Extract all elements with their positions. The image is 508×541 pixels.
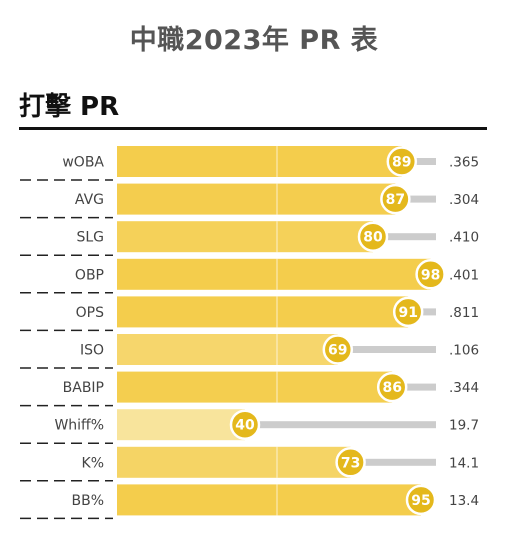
- pr-value-label: 98: [421, 267, 440, 283]
- track-bar: [395, 195, 436, 203]
- pr-marker: [357, 221, 389, 252]
- pr-bar: [117, 446, 351, 478]
- track-bar: [245, 421, 436, 429]
- category-label: OBP: [75, 267, 104, 283]
- pr-bar: [117, 258, 431, 290]
- page-title: 中職2023年 PR 表: [129, 25, 379, 56]
- pr-value-label: 73: [341, 455, 360, 471]
- pr-value-label: 91: [398, 305, 417, 321]
- section-divider: [19, 127, 487, 130]
- pr-bar: [117, 221, 373, 253]
- category-label: BB%: [71, 493, 104, 509]
- track-bar: [337, 346, 436, 353]
- pr-marker: [322, 334, 354, 365]
- category-label: wOBA: [62, 155, 104, 171]
- pr-value-label: 80: [363, 230, 383, 246]
- stat-value-label: .106: [449, 343, 479, 359]
- stat-value-label: .344: [449, 380, 479, 396]
- stat-value-label: .410: [449, 230, 479, 246]
- category-label: ISO: [80, 343, 104, 359]
- pr-value-label: 69: [328, 343, 347, 359]
- pr-bar: [117, 371, 393, 403]
- stat-value-label: .365: [449, 155, 479, 171]
- pr-bar: [117, 484, 421, 516]
- pr-marker: [380, 183, 411, 215]
- category-label: Whiff%: [54, 418, 104, 434]
- pr-bar: [117, 334, 338, 365]
- pr-marker: [229, 409, 261, 440]
- track-bar: [373, 233, 436, 241]
- pr-marker: [405, 484, 437, 516]
- pr-value-label: 40: [235, 418, 255, 434]
- stat-value-label: 19.7: [449, 418, 479, 434]
- pr-bar: [117, 183, 396, 215]
- pr-bar: [117, 409, 245, 441]
- category-label: K%: [82, 455, 104, 471]
- stat-value-label: 14.1: [449, 455, 479, 471]
- section-title: 打擊 PR: [19, 92, 120, 122]
- pr-bar: [117, 146, 402, 177]
- track-bar: [392, 383, 436, 391]
- track-bar: [350, 458, 436, 466]
- pr-value-label: 86: [382, 380, 401, 396]
- pr-marker: [335, 447, 366, 478]
- pr-value-label: 89: [392, 155, 411, 171]
- category-label: BABIP: [63, 380, 104, 396]
- pr-value-label: 95: [411, 493, 430, 509]
- pr-marker: [386, 146, 418, 177]
- category-label: AVG: [75, 192, 104, 208]
- pr-bar: [117, 296, 409, 328]
- stat-value-label: .811: [449, 305, 479, 321]
- stat-value-label: 13.4: [449, 493, 479, 509]
- stat-value-label: .304: [449, 192, 479, 208]
- stat-value-label: .401: [449, 267, 479, 283]
- pr-marker: [415, 259, 446, 290]
- pr-marker: [392, 296, 424, 328]
- category-label: SLG: [76, 230, 104, 246]
- track-bar: [401, 158, 436, 165]
- pr-marker: [376, 371, 408, 403]
- category-label: OPS: [76, 305, 104, 321]
- pr-value-label: 87: [386, 192, 405, 208]
